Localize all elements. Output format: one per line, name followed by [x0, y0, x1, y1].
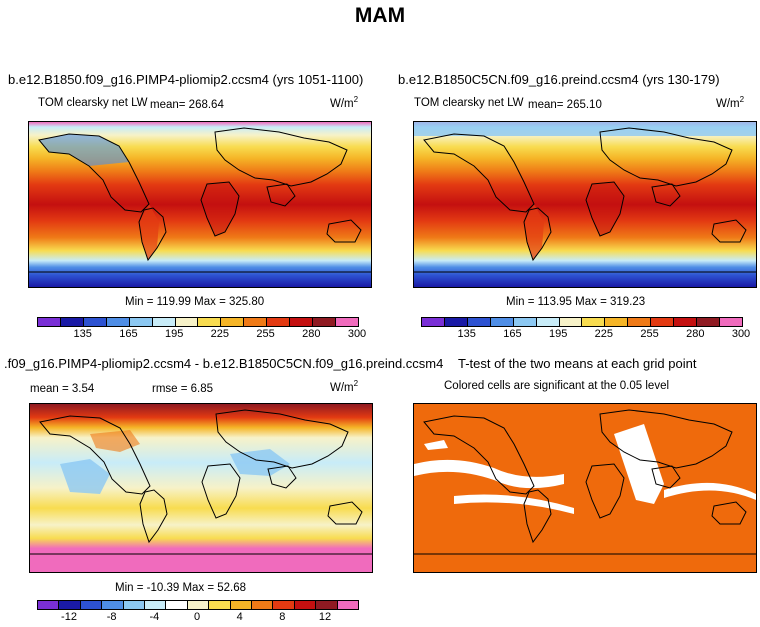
colorbar-tick-label: -8 [106, 611, 117, 623]
colorbar-tick-label: 165 [119, 328, 138, 340]
colorbar-swatch [60, 318, 84, 326]
panel1-map [28, 121, 372, 288]
colorbar-tick-label: 12 [318, 611, 332, 623]
colorbar-tick-label: 300 [347, 328, 367, 340]
colorbar-tick-label: 4 [236, 611, 243, 623]
colorbar-swatch [106, 318, 130, 326]
colorbar-tick-label: 8 [279, 611, 286, 623]
colorbar-swatch [221, 318, 245, 326]
panel1-variable: TOM clearsky net LW [38, 97, 148, 109]
colorbar-swatch [187, 601, 210, 609]
colorbar-tick-label: 255 [640, 328, 659, 340]
panel3-minmax: Min = -10.39 Max = 52.68 [115, 582, 247, 594]
colorbar-swatch [294, 601, 317, 609]
colorbar-swatch [490, 318, 514, 326]
colorbar-swatch [145, 601, 167, 609]
colorbar-tick-label: 225 [594, 328, 614, 340]
colorbar-tick-label: 135 [457, 328, 476, 340]
panel4-map [413, 403, 757, 573]
panel2-map-svg [414, 122, 756, 287]
panel3-map-svg [30, 404, 372, 572]
colorbar-swatch [209, 601, 231, 609]
colorbar-tick-label: -12 [61, 611, 77, 623]
colorbar-tick-label: 135 [73, 328, 92, 340]
colorbar-swatch [59, 601, 81, 609]
panel4-title: T-test of the two means at each grid poi… [458, 356, 697, 371]
panel4-subtitle: Colored cells are significant at the 0.0… [444, 380, 670, 392]
panel1-map-svg [29, 122, 371, 287]
panel2-map [413, 121, 757, 288]
colorbar-swatch [719, 318, 742, 326]
colorbar-swatch [444, 318, 468, 326]
colorbar-swatch [38, 318, 61, 326]
colorbar-tick-label: 195 [548, 328, 568, 340]
colorbar-swatch [244, 318, 268, 326]
panel3-units: W/m2 [330, 379, 359, 394]
colorbar-swatch [337, 601, 359, 609]
colorbar-swatch [467, 318, 491, 326]
colorbar-tick-label: 0 [193, 611, 201, 623]
colorbar-tick-label: 300 [731, 328, 751, 340]
panel1-minmax: Min = 119.99 Max = 325.80 [125, 296, 265, 308]
panel2-title: b.e12.B1850C5CN.f09_g16.preind.ccsm4 (yr… [398, 72, 720, 87]
colorbar-swatch [582, 318, 606, 326]
panel2-variable: TOM clearsky net LW [414, 97, 524, 109]
panel1-colorbar [37, 317, 359, 327]
colorbar-swatch [102, 601, 124, 609]
panel4-map-svg [414, 404, 756, 572]
colorbar-swatch [513, 318, 537, 326]
colorbar-swatch [536, 318, 560, 326]
main-title: MAM [354, 4, 406, 27]
panel3-mean: mean = 3.54 [30, 383, 95, 395]
colorbar-swatch [267, 318, 291, 326]
panel3-colorbar [37, 600, 359, 610]
colorbar-swatch [252, 601, 274, 609]
colorbar-swatch [697, 318, 720, 326]
panel3-map [29, 403, 373, 573]
colorbar-tick-label: 225 [210, 328, 230, 340]
colorbar-swatch [129, 318, 153, 326]
colorbar-swatch [123, 601, 146, 609]
panel2-units: W/m2 [716, 95, 745, 110]
colorbar-swatch [674, 318, 698, 326]
colorbar-tick-label: 255 [256, 328, 275, 340]
colorbar-swatch [316, 601, 338, 609]
panel2-mean: mean= 265.10 [528, 99, 602, 111]
panel2-colorbar [421, 317, 743, 327]
colorbar-tick-label: 165 [503, 328, 522, 340]
colorbar-swatch [230, 601, 253, 609]
colorbar-tick-label: 280 [302, 328, 321, 340]
colorbar-tick-label: -4 [149, 611, 160, 623]
colorbar-tick-label: 280 [686, 328, 705, 340]
colorbar-swatch [422, 318, 445, 326]
colorbar-swatch [83, 318, 107, 326]
panel1-title: b.e12.B1850.f09_g16.PIMP4-pliomip2.ccsm4… [8, 72, 364, 87]
panel3-rmse: rmse = 6.85 [152, 383, 214, 395]
colorbar-swatch [273, 601, 295, 609]
colorbar-swatch [175, 318, 199, 326]
panel1-mean: mean= 268.64 [150, 99, 224, 111]
colorbar-swatch [628, 318, 652, 326]
colorbar-swatch [335, 318, 358, 326]
panel3-title: .f09_g16.PIMP4-pliomip2.ccsm4 - b.e12.B1… [4, 356, 444, 371]
colorbar-swatch [605, 318, 629, 326]
colorbar-swatch [38, 601, 60, 609]
colorbar-swatch [559, 318, 583, 326]
colorbar-swatch [651, 318, 675, 326]
colorbar-swatch [80, 601, 103, 609]
panel2-minmax: Min = 113.95 Max = 319.23 [506, 296, 646, 308]
panel1-units: W/m2 [330, 95, 359, 110]
colorbar-swatch [290, 318, 314, 326]
colorbar-swatch [152, 318, 176, 326]
colorbar-swatch [166, 601, 188, 609]
colorbar-swatch [198, 318, 222, 326]
colorbar-tick-label: 195 [164, 328, 184, 340]
colorbar-swatch [313, 318, 336, 326]
